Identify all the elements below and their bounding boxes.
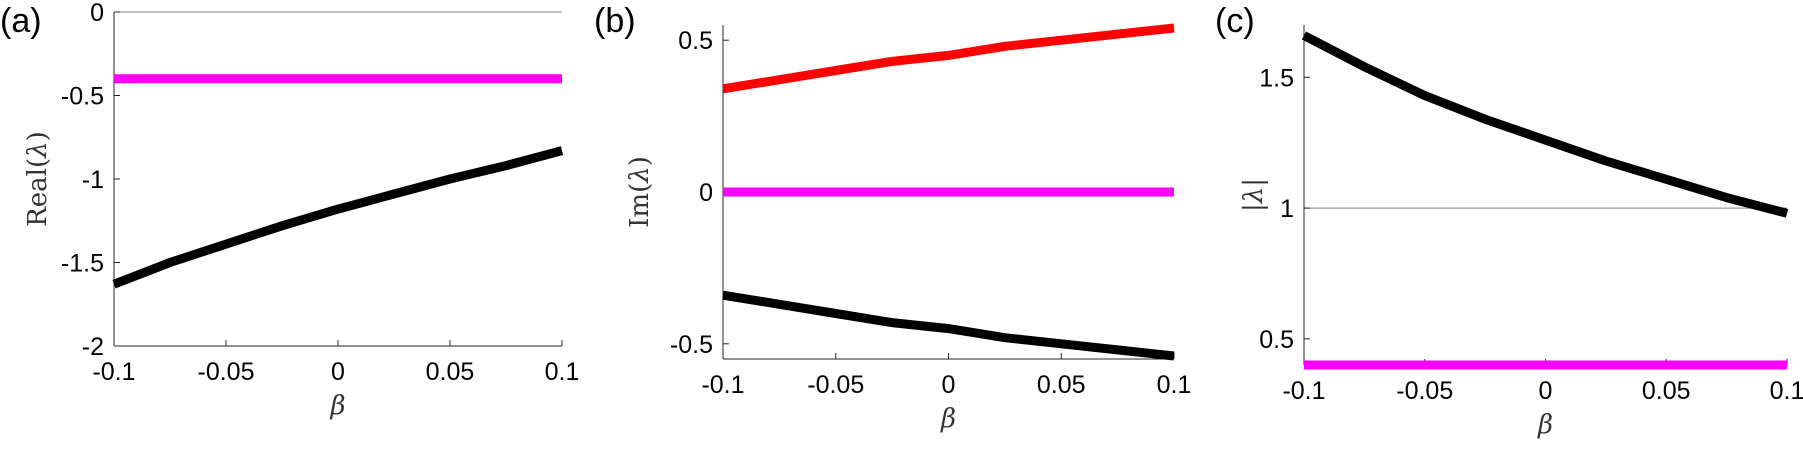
y-tick-label: 1.5 [1259,64,1294,92]
y-axis-label-text: Real( [23,158,53,227]
series-line-3 [722,290,1175,361]
x-axis-label: β [1537,410,1553,440]
x-axis-label: β [940,404,956,434]
panel-label: (b) [594,2,636,40]
y-axis-label-symbol: |λ| [1239,178,1269,212]
panel-label: (c) [1215,2,1255,40]
y-tick-label: -1.5 [61,250,104,278]
panel-2: -0.1 -0.05 0 0.05 0.1 0.5 0 -0.5 β Im(λ) (b) [594,2,1191,434]
panel-3: -0.1 -0.05 0 0.05 0.1 1.5 1 0.5 β |λ| (c) [1215,2,1803,440]
panel-1: -0.1 -0.05 0 0.05 0.1 0 -0.5 -1 -1.5 -2 β Real(λ) (a… [0,0,579,421]
y-axis-label-symbol: λ [23,141,53,158]
y-tick-label: 0.5 [1259,326,1294,354]
y-tick-label: 0 [90,0,104,27]
x-tick-label: -0.1 [701,371,744,399]
y-axis-label-text: Im( [625,183,655,228]
x-tick-label: 0.1 [1157,371,1192,399]
x-tick-label: 0 [1539,377,1553,405]
y-axis-label-close: ) [625,156,655,166]
y-tick-label: 0 [699,179,713,207]
series-line-2 [112,146,564,289]
y-tick-label: -1 [82,166,104,194]
x-axis-label: β [329,391,345,421]
x-tick-label: 0.1 [1770,377,1803,405]
y-axis-label: Real(λ) [23,131,53,227]
y-tick-label: 0.5 [678,27,713,55]
y-axis-label: |λ| [1239,178,1269,212]
x-tick-label: 0.05 [426,358,475,386]
series-line-1 [722,23,1175,94]
y-tick-label: 1 [1280,195,1294,223]
x-tick-label: 0.1 [545,358,580,386]
y-tick-label: -0.5 [61,83,104,111]
x-tick-label: -0.1 [92,358,135,386]
x-tick-label: -0.1 [1282,377,1325,405]
panel-label: (a) [0,2,42,40]
x-tick-label: 0 [942,371,956,399]
y-axis-label-close: ) [23,131,53,141]
x-tick-label: -0.05 [807,371,864,399]
x-tick-label: 0.05 [1037,371,1086,399]
x-tick-label: 0.05 [1642,377,1691,405]
series-line-1 [1301,31,1789,218]
x-tick-label: -0.05 [198,358,255,386]
y-tick-label: -0.5 [670,331,713,359]
y-axis-label-symbol: λ [625,166,655,183]
x-tick-label: 0 [331,358,345,386]
y-tick-label: -2 [82,333,104,361]
x-tick-label: -0.05 [1396,377,1453,405]
y-axis-label: Im(λ) [625,156,655,228]
